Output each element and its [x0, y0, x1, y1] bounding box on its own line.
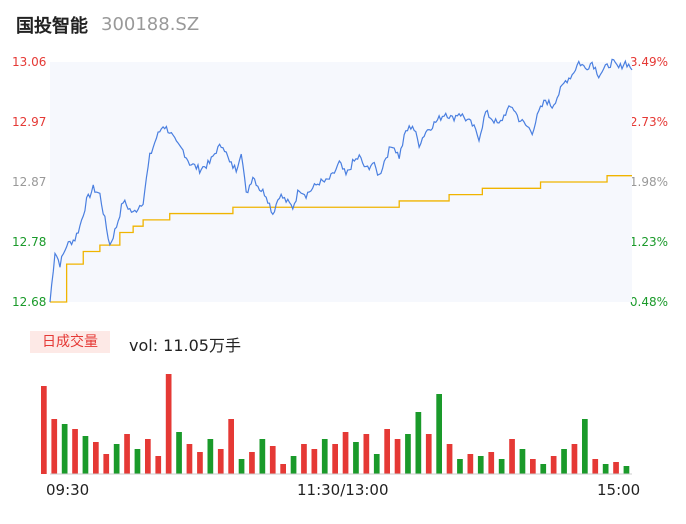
pct-tick-5: 0.48%	[629, 295, 668, 309]
volume-bar	[134, 449, 141, 474]
volume-text: vol: 11.05万手	[129, 336, 241, 355]
volume-bar	[280, 464, 286, 474]
price-tick-2: 12.97	[12, 115, 47, 129]
price-tick-5: 12.68	[12, 295, 47, 309]
volume-bar	[446, 444, 453, 474]
volume-bar	[467, 454, 474, 474]
price-line	[49, 58, 633, 303]
volume-bar	[550, 456, 557, 474]
volume-bar	[249, 452, 255, 474]
volume-bar	[425, 434, 432, 474]
pct-tick-4: 1.23%	[629, 235, 668, 249]
volume-bar	[228, 419, 234, 474]
time-label-open: 09:30	[46, 481, 90, 499]
volume-bar	[301, 444, 307, 474]
volume-bar	[269, 446, 276, 474]
price-tick-3: 12.87	[12, 175, 47, 189]
volume-bar	[217, 449, 224, 474]
avg-price-line	[50, 175, 632, 303]
time-label-mid: 11:30/13:00	[297, 481, 389, 499]
volume-bar	[613, 462, 619, 474]
volume-bar	[488, 452, 495, 474]
volume-tab[interactable]: 日成交量	[30, 331, 110, 353]
volume-bar	[498, 459, 505, 474]
volume-bar	[373, 454, 380, 474]
volume-bar	[176, 432, 182, 474]
volume-bar	[363, 434, 370, 474]
chart-area-bg	[50, 62, 632, 302]
volume-bar	[124, 434, 130, 474]
volume-bar	[519, 449, 526, 474]
price-tick-1: 13.06	[12, 55, 47, 69]
volume-bar	[93, 442, 99, 474]
volume-bar	[72, 429, 78, 474]
volume-bar	[415, 412, 422, 474]
volume-bar	[155, 456, 162, 474]
volume-bar	[457, 459, 463, 474]
volume-bar	[82, 436, 89, 474]
volume-bar	[530, 459, 536, 474]
volume-bar	[623, 466, 630, 474]
pct-tick-2: 2.73%	[629, 115, 668, 129]
volume-bar	[259, 439, 266, 474]
volume-bar	[186, 444, 193, 474]
volume-bar	[145, 439, 151, 474]
volume-bar	[582, 419, 588, 474]
volume-bar	[290, 456, 297, 474]
volume-bar	[207, 439, 214, 474]
volume-bar	[384, 429, 390, 474]
volume-bar	[321, 439, 328, 474]
volume-bar	[238, 459, 245, 474]
volume-bar	[332, 444, 338, 474]
volume-bar	[197, 452, 203, 474]
volume-bar	[436, 394, 442, 474]
price-tick-4: 12.78	[12, 235, 47, 249]
volume-bar	[165, 374, 172, 474]
volume-bar	[477, 456, 484, 474]
volume-bar	[342, 432, 349, 474]
volume-bar	[41, 386, 47, 474]
volume-bar	[394, 439, 401, 474]
volume-bar	[540, 464, 547, 474]
volume-bar	[113, 444, 120, 474]
volume-bar	[103, 454, 110, 474]
volume-bar	[571, 444, 578, 474]
pct-tick-1: 3.49%	[629, 55, 668, 69]
volume-bar	[311, 449, 318, 474]
volume-bar	[61, 424, 68, 474]
pct-tick-3: 1.98%	[629, 175, 668, 189]
volume-bar	[602, 464, 609, 474]
time-label-close: 15:00	[597, 481, 641, 499]
volume-bar	[592, 459, 599, 474]
volume-bar	[405, 434, 411, 474]
stock-code: 300188.SZ	[101, 14, 200, 35]
volume-bar	[509, 439, 515, 474]
volume-bar	[353, 442, 359, 474]
stock-name: 国投智能	[16, 16, 88, 37]
volume-bar	[51, 419, 58, 474]
volume-bar	[561, 449, 567, 474]
